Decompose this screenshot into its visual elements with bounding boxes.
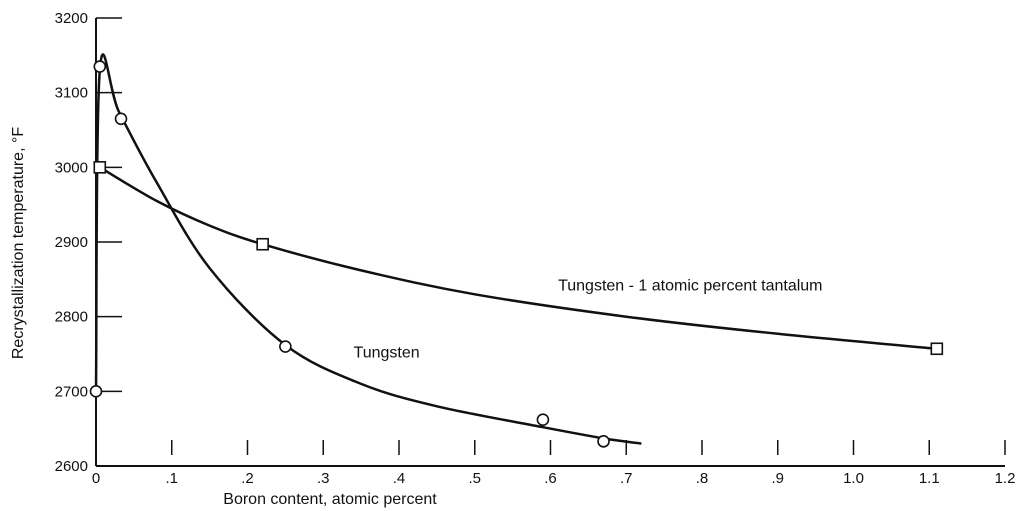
markers — [89, 60, 944, 448]
annotation-tungsten: Tungsten — [354, 345, 420, 362]
data-point-tungsten — [89, 385, 103, 398]
x-tick-label: .5 — [468, 470, 481, 487]
x-tick-label: 1.2 — [995, 470, 1016, 487]
data-point-tungsten — [93, 60, 107, 73]
y-tick-label: 2900 — [55, 234, 88, 251]
x-tick-label: 1.0 — [843, 470, 864, 487]
x-tick-label: .2 — [241, 470, 254, 487]
data-point-tantalum — [256, 237, 269, 251]
data-point-tungsten — [114, 112, 128, 126]
curves — [94, 53, 937, 445]
data-point-tungsten — [279, 340, 292, 353]
x-tick-label: 1.1 — [919, 470, 940, 487]
data-point-tungsten — [536, 413, 550, 427]
data-point-tantalum — [93, 161, 107, 174]
y-tick-label: 3100 — [55, 85, 88, 102]
y-axis-label: Recrystallization temperature, °F — [10, 127, 27, 359]
x-tick-label: .4 — [393, 470, 406, 487]
axes — [95, 18, 1005, 467]
x-tick-label: .3 — [317, 470, 330, 487]
y-ticks: 2600 2700 2800 2900 3000 3100 3200 — [55, 10, 122, 475]
annotation-tantalum: Tungsten - 1 atomic percent tantalum — [558, 278, 822, 295]
y-tick-label: 2700 — [55, 383, 88, 400]
x-tick-label: 0 — [92, 470, 100, 487]
series-line-1 — [99, 166, 937, 351]
y-tick-label: 2600 — [55, 458, 88, 475]
data-point-tungsten — [597, 435, 610, 448]
series-line-0 — [94, 53, 642, 445]
x-tick-label: .9 — [771, 470, 784, 487]
x-tick-label: .1 — [165, 470, 178, 487]
x-tick-label: .8 — [696, 470, 709, 487]
x-tick-label: .7 — [620, 470, 633, 487]
x-axis-label: Boron content, atomic percent — [223, 491, 437, 508]
x-tick-label: .6 — [544, 470, 557, 487]
data-point-tantalum — [930, 342, 944, 356]
y-tick-label: 3000 — [55, 159, 88, 176]
x-ticks: 0 .1 .2 .3 .4 .5 .6 .7 .8 .9 1.0 1.1 1.2 — [92, 440, 1016, 487]
y-tick-label: 2800 — [55, 309, 88, 326]
y-tick-label: 3200 — [55, 10, 88, 27]
